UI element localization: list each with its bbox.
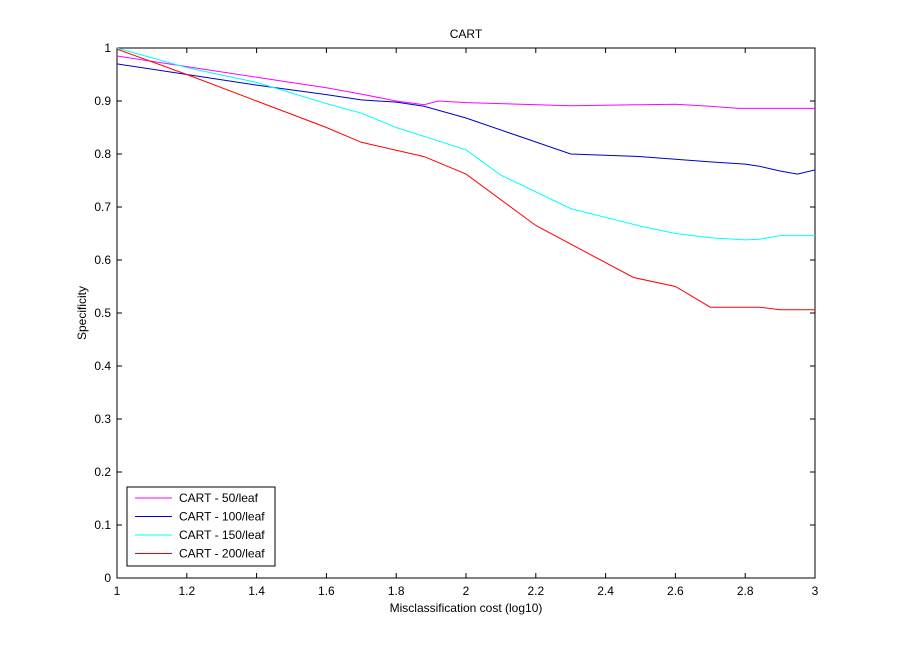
x-tick-label: 2.6 xyxy=(667,584,684,598)
y-tick-label: 1 xyxy=(104,41,111,55)
y-tick-label: 0.1 xyxy=(94,518,111,532)
series-line-2 xyxy=(116,63,816,175)
x-tick-label: 2.4 xyxy=(597,584,614,598)
legend-label-2: CART - 100/leaf xyxy=(179,510,265,524)
y-tick-label: 0.3 xyxy=(94,412,111,426)
x-tick-label: 2 xyxy=(463,584,470,598)
series-line-1 xyxy=(116,55,815,109)
y-tick-label: 0.6 xyxy=(94,253,111,267)
y-tick-label: 0.5 xyxy=(94,306,111,320)
x-tick-label: 1.8 xyxy=(388,584,405,598)
y-tick-label: 0.8 xyxy=(94,147,111,161)
series-line-3 xyxy=(116,47,815,241)
y-tick-label: 0.2 xyxy=(94,465,111,479)
series-line-4 xyxy=(116,48,815,311)
x-tick-label: 2.2 xyxy=(527,584,544,598)
x-tick-label: 1 xyxy=(114,584,121,598)
x-tick-label: 1.4 xyxy=(248,584,265,598)
y-tick-label: 0.4 xyxy=(94,359,111,373)
y-tick-label: 0.9 xyxy=(94,94,111,108)
y-tick-label: 0 xyxy=(104,571,111,585)
legend-box xyxy=(126,486,276,567)
series-lines xyxy=(116,47,816,311)
x-axis-title: Misclassification cost (log10) xyxy=(390,601,543,615)
x-tick-label: 2.8 xyxy=(737,584,754,598)
legend: CART - 50/leaf CART - 100/leaf CART - 150/… xyxy=(126,486,276,567)
y-axis-title: Specificity xyxy=(75,286,89,340)
axis-ticks: 1 1.2 1.4 1.6 1.8 2 2.2 2.4 2.6 2.8 3 0 0.1 0.2 0.3 0.4… xyxy=(94,41,818,598)
legend-label-1: CART - 50/leaf xyxy=(179,491,259,505)
x-tick-label: 1.2 xyxy=(178,584,195,598)
x-tick-label: 3 xyxy=(812,584,819,598)
chart-title: CART xyxy=(450,27,483,41)
y-tick-label: 0.7 xyxy=(94,200,111,214)
legend-label-3: CART - 150/leaf xyxy=(179,528,265,542)
legend-label-4: CART - 200/leaf xyxy=(179,547,265,561)
x-tick-label: 1.6 xyxy=(318,584,335,598)
